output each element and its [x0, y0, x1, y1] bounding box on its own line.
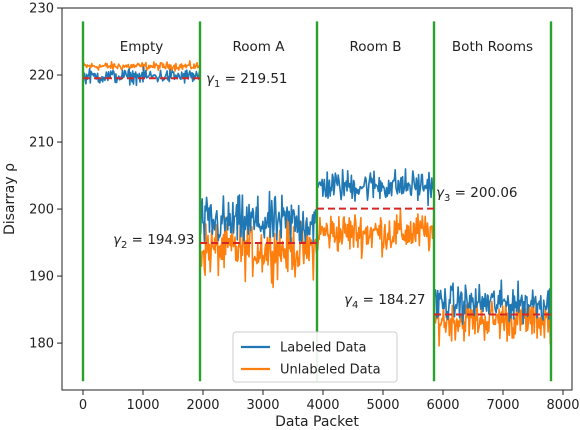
labeled-series-line-3 [316, 168, 435, 207]
x-tick-label-6: 5000 [366, 398, 399, 413]
axes-frame [61, 7, 573, 391]
region-label-3: Room B [350, 39, 402, 55]
x-tick-label-7: 6000 [426, 398, 459, 413]
threshold-symbol-3: γ [436, 185, 445, 201]
x-axis-title: Data Packet [275, 414, 359, 430]
threshold-label-2: γ2 = 194.93 [113, 232, 195, 251]
legend-layer: Labeled Data Unlabeled Data [232, 331, 398, 383]
threshold-subscript-4: 4 [352, 300, 358, 311]
y-tick-label-5: 220 [29, 69, 54, 84]
labeled-series-line-1 [82, 66, 201, 87]
boundary-layer [81, 21, 553, 382]
threshold-value-2: = 194.93 [127, 232, 194, 248]
legend-label-2: Unlabeled Data [280, 363, 381, 378]
y-axis-title: Disarray ρ [2, 163, 18, 235]
threshold-symbol-4: γ [344, 292, 353, 308]
region-label-4: Both Rooms [452, 39, 533, 55]
labeled-series-line-2 [199, 190, 318, 245]
x-tick-label-4: 3000 [246, 398, 279, 413]
unlabeled-series-line-2 [199, 216, 318, 289]
x-tick-label-2: 1000 [126, 398, 159, 413]
unlabeled-series-line-3 [316, 207, 435, 260]
legend-box [232, 331, 398, 383]
threshold-subscript-1: 1 [214, 79, 220, 90]
unlabeled-series-line-1 [82, 60, 201, 72]
threshold-value-3: = 200.06 [450, 185, 517, 201]
threshold-label-4: γ4 = 184.27 [344, 292, 426, 311]
x-tick-label-8: 7000 [486, 398, 519, 413]
threshold-label-3: γ3 = 200.06 [436, 185, 518, 204]
labeled-series-line-4 [433, 279, 552, 326]
x-tick-label-1: 0 [79, 398, 87, 413]
threshold-label-1: γ1 = 219.51 [206, 71, 288, 90]
unlabeled-series-line-4 [433, 296, 552, 347]
threshold-symbol-1: γ [206, 71, 215, 87]
threshold-subscript-3: 3 [444, 193, 450, 204]
threshold-value-4: = 184.27 [358, 292, 425, 308]
x-tick-label-3: 2000 [186, 398, 219, 413]
y-tick-label-4: 210 [29, 136, 54, 151]
region-label-1: Empty [120, 39, 164, 55]
threshold-symbol-2: γ [113, 232, 122, 248]
y-tick-label-1: 180 [29, 337, 54, 352]
threshold-layer [83, 77, 551, 316]
y-tick-label-6: 230 [29, 2, 54, 17]
series-layer [82, 60, 552, 347]
y-tick-label-2: 190 [29, 270, 54, 285]
threshold-value-1: = 219.51 [220, 71, 287, 87]
y-tick-label-3: 200 [29, 203, 54, 218]
threshold-subscript-2: 2 [121, 240, 127, 251]
x-tick-label-5: 4000 [306, 398, 339, 413]
legend-label-1: Labeled Data [280, 341, 367, 356]
x-tick-label-9: 8000 [546, 398, 579, 413]
axes-layer: 0 1000 2000 3000 4000 5000 6000 7000 8000 180 190 2… [29, 2, 579, 414]
region-label-layer: Empty Room A Room B Both Rooms [120, 39, 533, 55]
region-label-2: Room A [233, 39, 286, 55]
